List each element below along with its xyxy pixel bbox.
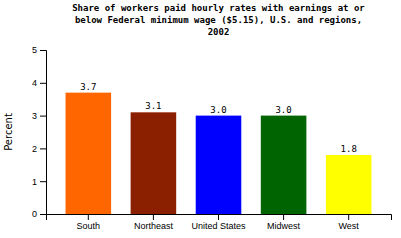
x-tick-label: United States — [191, 221, 246, 231]
x-tick: Northeast — [134, 214, 174, 231]
data-label: 3.7 — [80, 82, 96, 92]
bar — [326, 155, 372, 214]
x-axis-line — [47, 215, 392, 221]
x-tick: United States — [191, 214, 246, 231]
bar — [196, 116, 242, 214]
y-axis-title: Percent — [3, 113, 14, 151]
x-tick: South — [77, 214, 101, 231]
title: Share of workers paid hourly rates with … — [72, 3, 365, 37]
plot: 3.7 3.1 3.0 3.0 1.8 0 1 2 3 4 5 South Northeast Unite… — [32, 45, 392, 231]
y-tick: 0 — [32, 209, 46, 219]
y-tick: 5 — [32, 45, 46, 55]
data-labels: 3.7 3.1 3.0 3.0 1.8 — [80, 82, 357, 154]
x-tick-mark — [348, 214, 349, 220]
x-tick: West — [339, 214, 360, 231]
x-tick-mark — [283, 214, 284, 220]
title-line: 2002 — [208, 27, 230, 37]
y-tick-mark — [40, 116, 46, 117]
bar — [131, 112, 177, 214]
y-tick: 4 — [32, 78, 46, 88]
bars — [66, 93, 372, 214]
x-tick-mark — [153, 214, 154, 220]
y-axis-line — [40, 51, 47, 215]
x-tick-mark — [218, 214, 219, 220]
title-line: Share of workers paid hourly rates with … — [72, 3, 365, 13]
x-tick-label: Midwest — [267, 221, 301, 231]
bar — [66, 93, 112, 214]
y-tick-mark — [40, 181, 46, 182]
x-axis: South Northeast United States Midwest West — [47, 214, 392, 231]
y-tick: 3 — [32, 111, 46, 121]
y-tick: 1 — [32, 177, 46, 187]
y-tick-label: 2 — [32, 144, 37, 154]
title-line: below Federal minimum wage ($5.15), U.S.… — [75, 15, 362, 25]
chart-container: Share of workers paid hourly rates with … — [0, 0, 401, 238]
x-tick-mark — [88, 214, 89, 220]
y-tick: 2 — [32, 144, 46, 154]
x-tick-label: Northeast — [134, 221, 174, 231]
data-label: 3.0 — [210, 105, 226, 115]
data-label: 1.8 — [341, 144, 357, 154]
y-axis: 0 1 2 3 4 5 — [32, 45, 47, 219]
y-tick-mark — [40, 83, 46, 84]
bar — [261, 116, 307, 214]
y-tick-mark — [40, 214, 46, 215]
chart-svg: Share of workers paid hourly rates with … — [0, 0, 401, 238]
data-label: 3.1 — [145, 101, 161, 111]
y-tick-mark — [40, 50, 46, 51]
y-tick-label: 3 — [32, 111, 37, 121]
data-label: 3.0 — [275, 105, 291, 115]
y-tick-label: 5 — [32, 45, 37, 55]
x-tick: Midwest — [267, 214, 301, 231]
x-tick-label: West — [339, 221, 360, 231]
y-tick-label: 4 — [32, 78, 37, 88]
y-tick-mark — [40, 148, 46, 149]
y-tick-label: 1 — [32, 177, 37, 187]
y-tick-label: 0 — [32, 209, 37, 219]
x-tick-label: South — [77, 221, 101, 231]
